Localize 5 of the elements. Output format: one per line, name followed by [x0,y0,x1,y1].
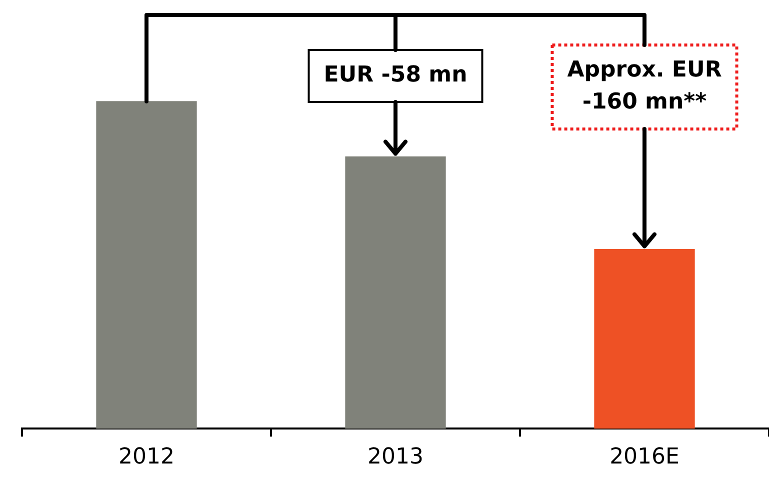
x-tick-label: 2012 [118,444,174,470]
x-tick-label: 2013 [368,444,424,470]
x-tick-label: 2016E [610,444,680,470]
annotation: EUR -58 mn [324,62,468,88]
annotation: Approx. EUR -160 mn** [567,58,722,115]
